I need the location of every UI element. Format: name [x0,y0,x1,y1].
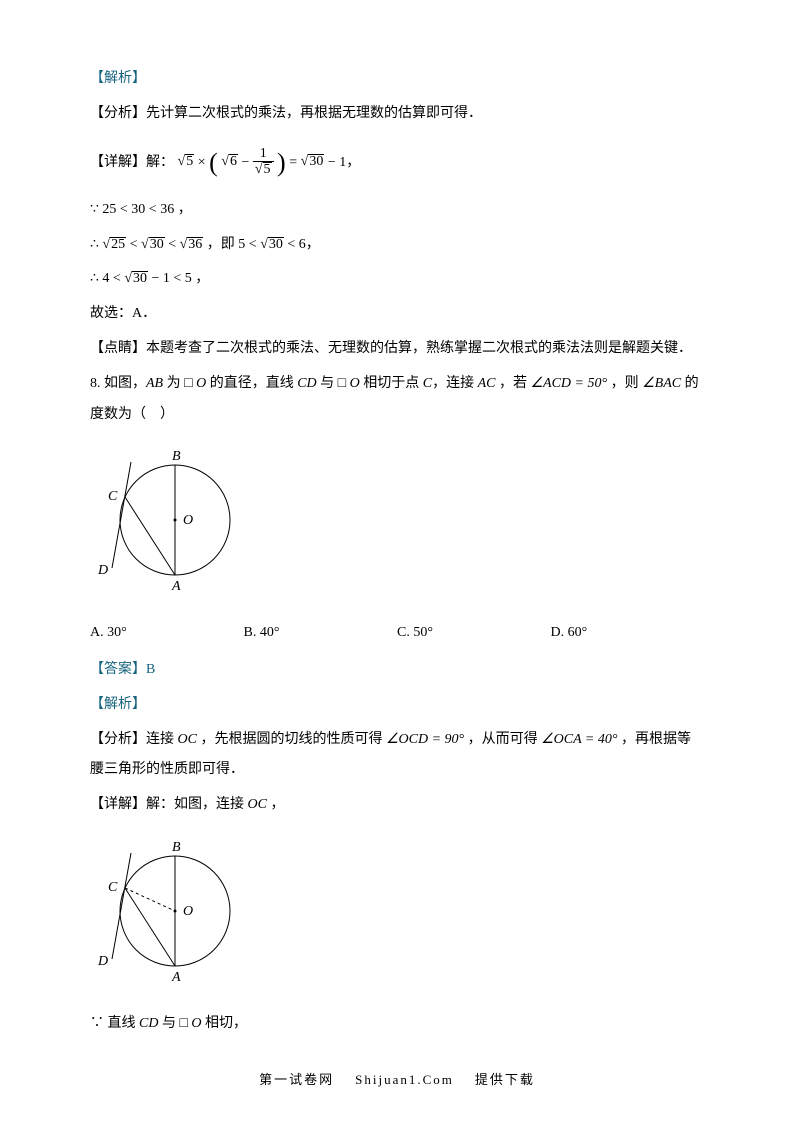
q8-xiangjie-prefix: 【详解】 [90,797,146,812]
dianqing-prefix: 【点睛】 [90,341,146,356]
xiangjie-1: 【详解】解： √5 × ( √6 − 1√5 ) = √30 − 1， [90,134,704,191]
q8-xiangjie-b: ， [267,797,285,812]
q8-C: C [423,376,432,391]
svg-text:C: C [108,880,118,895]
q8-t8: ，则 [607,376,642,391]
footer-site: 第一试卷网 [259,1072,334,1087]
svg-text:D: D [97,563,108,578]
fenxi-1: 【分析】先计算二次根式的乘法，再根据无理数的估算即可得． [90,99,704,130]
q8-CD: CD [297,376,316,391]
dianqing-1: 【点睛】本题考查了二次根式的乘法、无理数的估算，熟练掌握二次根式的乘法法则是解题… [90,334,704,365]
daan-prefix: 【答案】 [90,662,146,677]
q8-O1: O [196,376,206,391]
svg-text:D: D [97,954,108,969]
frac-den-sqrt5: 5 [263,162,272,177]
svg-text:O: O [183,904,193,919]
q8-fenxi-a: 连接 [146,732,178,747]
q8-t2: 为 □ [163,376,196,391]
solve-colon: 解： [146,154,174,169]
comma1: ， [306,237,320,252]
q8-blank: （ ） [132,407,174,422]
q8-t7: ，若 [495,376,530,391]
svg-text:B: B [172,840,181,855]
dianqing-text: 本题考查了二次根式的乘法、无理数的估算，熟练掌握二次根式的乘法法则是解题关键． [146,341,692,356]
q8-AC: AC [478,376,496,391]
q8-options: A. 30° B. 40° C. 50° D. 60° [90,618,704,649]
footer-tail: 提供下载 [475,1072,535,1087]
q8-optA: A. 30° [90,618,244,649]
q8-answer: 【答案】B [90,655,704,686]
figure-1: B A O C D [90,440,704,608]
q8-tangent-line: ∵ 直线 CD 与 □ O 相切， [90,1009,704,1040]
q8-tangent-c: 相切， [202,1016,248,1031]
fenxi-prefix: 【分析】 [90,106,146,121]
q8-t6: ，连接 [432,376,478,391]
ie: ，即 [207,237,235,252]
sqrt25: 25 [110,237,126,252]
therefore-line-2: ∴ 4 < √30 − 1 < 5 ， [90,264,704,295]
svg-text:A: A [171,579,181,594]
q8-O3: O [191,1016,201,1031]
guxuan: 故选：A． [90,299,704,330]
q8-answer-val: B [146,662,155,677]
q8-jiexi: 【解析】 [90,690,704,721]
lt-six: < 6 [287,237,305,252]
q8-optD: D. 60° [551,618,705,649]
q8-OC2: OC [248,797,267,812]
xiangjie-prefix: 【详解】 [90,154,146,169]
q8-angleBAC: ∠BAC [642,376,681,391]
frac-num: 1 [253,147,274,161]
footer-url: Shijuan1.Com [355,1072,454,1087]
q8-xiangjie-a: 解：如图，连接 [146,797,248,812]
sqrt30a: 30 [308,154,324,169]
q8-AB: AB [146,376,163,391]
svg-text:O: O [183,513,193,528]
q8-CD2: CD [139,1016,158,1031]
sqrt5: 5 [185,154,194,169]
q8-OC: OC [178,732,197,747]
q8-O2: O [350,376,360,391]
sqrt6: 6 [229,154,238,169]
q8-optB: B. 40° [244,618,398,649]
therefore2-a: ∴ 4 < [90,271,124,286]
q8-fenxi-c: ，从而可得 [464,732,541,747]
q8-tangent-b: 与 □ [158,1016,191,1031]
q8-optC: C. 50° [397,618,551,649]
svg-text:B: B [172,449,181,464]
q8-fenxi: 【分析】连接 OC ，先根据圆的切线的性质可得 ∠OCD = 90° ，从而可得… [90,725,704,787]
page-footer: 第一试卷网 Shijuan1.Com 提供下载 [0,1066,794,1095]
because-line: ∵ 25 < 30 < 36 ， [90,195,704,226]
jiexi-heading: 【解析】 [90,64,704,95]
therefore-line-1: ∴ √25 < √30 < √36 ，即 5 < √30 < 6， [90,230,704,261]
q8-fenxi-b: ，先根据圆的切线的性质可得 [197,732,386,747]
q8-t3: 的直径，直线 [206,376,297,391]
sqrt30d: 30 [132,271,148,286]
q8-angleACD: ∠ACD = 50° [530,376,607,391]
svg-text:A: A [171,970,181,985]
eq-comma: ， [346,154,360,169]
q8-xiangjie: 【详解】解：如图，连接 OC ， [90,790,704,821]
sqrt36: 36 [187,237,203,252]
minus1lt5: − 1 < 5 ， [152,271,210,286]
q8-num: 8. [90,376,104,391]
q8-stem: 8. 如图，AB 为 □ O 的直径，直线 CD 与 □ O 相切于点 C，连接… [90,369,704,431]
q8-t5: 相切于点 [360,376,423,391]
therefore1-a: ∴ [90,237,102,252]
q8-angleOCD: ∠OCD = 90° [386,732,464,747]
fenxi-text: 先计算二次根式的乘法，再根据无理数的估算即可得． [146,106,482,121]
sqrt30c: 30 [268,237,284,252]
svg-text:C: C [108,489,118,504]
q8-fenxi-prefix: 【分析】 [90,732,146,747]
five-lt: 5 < [238,237,260,252]
q8-t1: 如图， [104,376,146,391]
figure-2: B A O C D [90,831,704,999]
sqrt30b: 30 [149,237,165,252]
q8-angleOCA: ∠OCA = 40° [541,732,617,747]
q8-t4: 与 □ [317,376,350,391]
q8-tangent-a: ∵ 直线 [90,1016,139,1031]
